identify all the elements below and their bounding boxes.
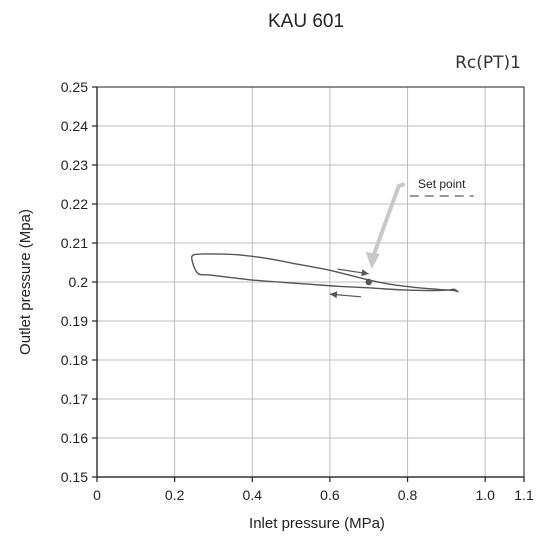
y-tick-label: 0.24 <box>61 118 88 134</box>
y-tick-label: 0.23 <box>61 157 88 173</box>
x-tick-label: 1.1 <box>514 487 534 503</box>
y-tick-label: 0.25 <box>61 79 88 95</box>
y-axis-label: Outlet pressure (Mpa) <box>17 209 34 355</box>
y-tick-label: 0.16 <box>61 430 88 446</box>
chart-subtitle: Rc(PT)1 <box>455 53 521 73</box>
set-point-label: Set point <box>418 177 466 191</box>
chart-title: KAU 601 <box>268 11 344 32</box>
y-tick-label: 0.21 <box>61 235 88 251</box>
direction-arrowhead-right <box>361 269 369 277</box>
y-tick-label: 0.18 <box>61 352 88 368</box>
x-tick-label: 0.6 <box>320 487 340 503</box>
set-point-marker <box>365 278 372 286</box>
direction-arrowhead-left <box>329 291 338 299</box>
grid <box>97 87 524 477</box>
y-tick-labels: 0.15 0.16 0.17 0.18 0.19 0.2 0.21 0.22 0.23 0.24 0… <box>61 79 88 485</box>
x-tick-label: 1.0 <box>475 487 495 503</box>
x-tick-labels: 0 0.2 0.4 0.6 0.8 1.0 1.1 <box>93 487 534 503</box>
y-tick-label: 0.19 <box>61 313 88 329</box>
x-tick-label: 0 <box>93 487 101 503</box>
set-point-callout-head <box>365 252 380 269</box>
pressure-curve <box>190 253 459 293</box>
axes <box>92 86 525 482</box>
y-tick-label: 0.2 <box>69 274 89 290</box>
x-tick-label: 0.8 <box>398 487 418 503</box>
x-axis-label: Inlet pressure (MPa) <box>249 515 385 532</box>
y-tick-label: 0.22 <box>61 196 88 212</box>
y-tick-label: 0.17 <box>61 391 88 407</box>
set-point-callout-line <box>371 182 406 256</box>
set-point-annotation <box>365 182 406 269</box>
x-tick-label: 0.2 <box>165 487 185 503</box>
direction-arrows <box>329 268 369 299</box>
y-tick-label: 0.15 <box>61 469 88 485</box>
x-tick-label: 0.4 <box>243 487 263 503</box>
